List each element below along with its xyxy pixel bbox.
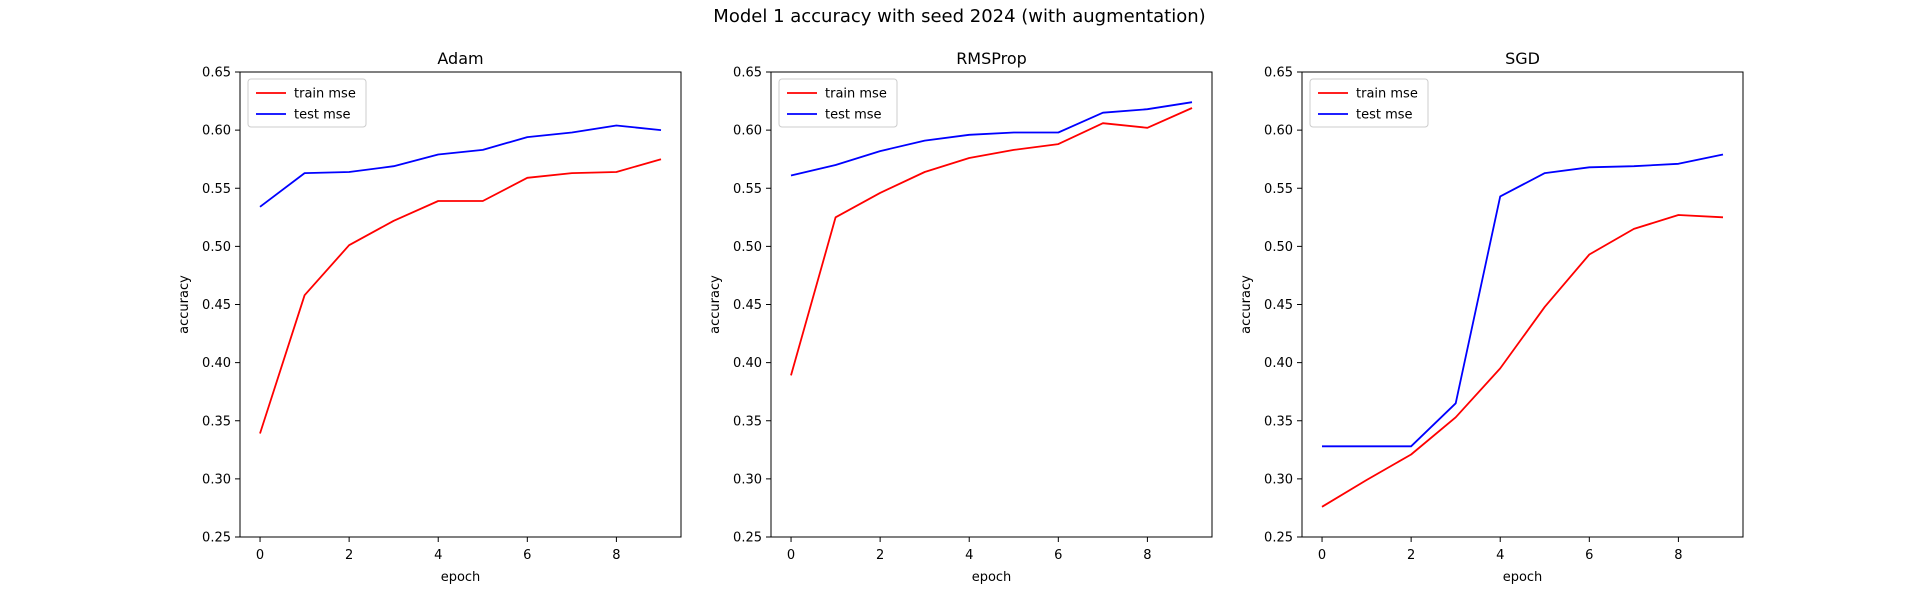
x-axis-label: epoch: [1503, 570, 1543, 585]
x-tick-label: 2: [345, 548, 353, 563]
y-tick-label: 0.25: [733, 531, 762, 546]
x-tick-label: 0: [256, 548, 264, 563]
x-tick-label: 0: [787, 548, 795, 563]
subplot-2: RMSProp 0 2 4 6 8 0.25 0.30 0.35 0.40 0.45 0.50 0.55…: [708, 49, 1213, 585]
x-tick-label: 8: [1674, 548, 1682, 563]
y-tick-label: 0.35: [202, 414, 231, 429]
x-tick-label: 4: [1496, 548, 1504, 563]
legend-label: train mse: [825, 87, 887, 102]
series-line-test: [259, 124, 662, 208]
x-tick-label: 2: [876, 548, 884, 563]
subplot-1: Adam 0 2 4 6 8 0.25 0.30 0.35 0.40 0.45 0.50 0.55 0.6…: [177, 49, 682, 585]
y-tick-label: 0.55: [1264, 182, 1293, 197]
charts-container: Adam 0 2 4 6 8 0.25 0.30 0.35 0.40 0.45 0.50 0.55 0.6…: [177, 49, 1744, 585]
y-tick-label: 0.65: [202, 66, 231, 81]
legend-label: train mse: [294, 87, 356, 102]
x-tick-label: 4: [434, 548, 442, 563]
figure-title: Model 1 accuracy with seed 2024 (with au…: [713, 6, 1205, 27]
y-axis-label: accuracy: [177, 275, 192, 334]
y-tick-label: 0.25: [202, 531, 231, 546]
x-tick-label: 8: [1143, 548, 1151, 563]
y-tick-label: 0.50: [1264, 240, 1293, 255]
legend-label: test mse: [825, 108, 882, 123]
x-tick-label: 6: [523, 548, 531, 563]
legend-box: [1309, 78, 1429, 128]
x-axis-label: epoch: [972, 570, 1012, 585]
y-tick-label: 0.30: [202, 472, 231, 487]
y-tick-label: 0.50: [733, 240, 762, 255]
series-line-train: [790, 107, 1193, 376]
legend-box: [778, 78, 898, 128]
series-line-train: [1321, 214, 1724, 508]
x-tick-label: 4: [965, 548, 973, 563]
y-axis-label: accuracy: [708, 275, 723, 334]
plot-frame: [770, 71, 1213, 538]
x-tick-label: 6: [1054, 548, 1062, 563]
x-tick-label: 0: [1318, 548, 1326, 563]
legend-box: [247, 78, 367, 128]
legend-label: test mse: [294, 108, 351, 123]
y-tick-label: 0.65: [733, 66, 762, 81]
subplot-title: RMSProp: [956, 49, 1027, 68]
y-tick-label: 0.50: [202, 240, 231, 255]
y-tick-label: 0.40: [733, 356, 762, 371]
y-tick-label: 0.60: [733, 124, 762, 139]
x-tick-label: 6: [1585, 548, 1593, 563]
legend: train mse test mse: [1309, 78, 1429, 128]
y-tick-label: 0.55: [202, 182, 231, 197]
y-tick-label: 0.25: [1264, 531, 1293, 546]
y-tick-label: 0.40: [202, 356, 231, 371]
x-tick-label: 2: [1407, 548, 1415, 563]
y-tick-label: 0.35: [733, 414, 762, 429]
y-tick-label: 0.45: [202, 298, 231, 313]
y-tick-label: 0.45: [1264, 298, 1293, 313]
y-tick-label: 0.45: [733, 298, 762, 313]
y-tick-label: 0.35: [1264, 414, 1293, 429]
series-line-train: [259, 158, 662, 434]
x-axis-label: epoch: [441, 570, 481, 585]
y-tick-label: 0.30: [733, 472, 762, 487]
legend: train mse test mse: [778, 78, 898, 128]
series-line-test: [1322, 153, 1724, 448]
subplot-3: SGD 0 2 4 6 8 0.25 0.30 0.35 0.40 0.45 0.50 0.55 0.60…: [1239, 49, 1744, 585]
plot-frame: [1301, 71, 1744, 538]
y-tick-label: 0.65: [1264, 66, 1293, 81]
subplot-title: SGD: [1505, 49, 1540, 68]
x-tick-label: 8: [612, 548, 620, 563]
subplot-title: Adam: [437, 49, 483, 68]
y-tick-label: 0.55: [733, 182, 762, 197]
series-line-test: [790, 101, 1193, 177]
legend: train mse test mse: [247, 78, 367, 128]
y-tick-label: 0.30: [1264, 472, 1293, 487]
plot-frame: [239, 71, 682, 538]
y-tick-label: 0.60: [202, 124, 231, 139]
legend-label: train mse: [1356, 87, 1418, 102]
y-axis-label: accuracy: [1239, 275, 1254, 334]
y-tick-label: 0.60: [1264, 124, 1293, 139]
legend-label: test mse: [1356, 108, 1413, 123]
y-tick-label: 0.40: [1264, 356, 1293, 371]
